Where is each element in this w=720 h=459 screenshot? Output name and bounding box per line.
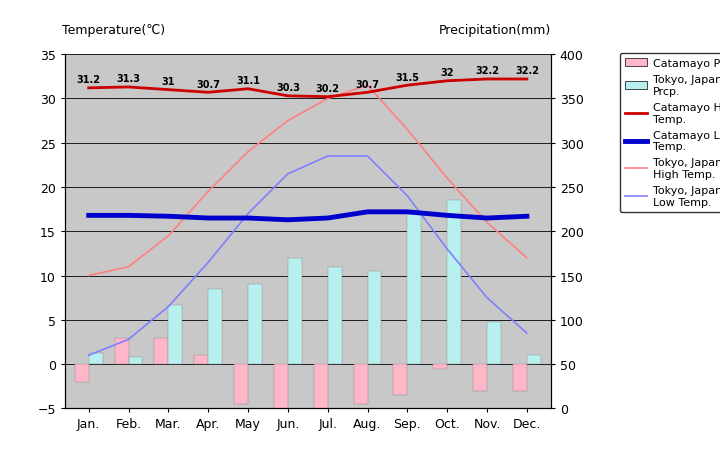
Bar — [168, 305, 182, 364]
Bar — [473, 364, 487, 391]
Bar — [194, 355, 208, 364]
Text: 32.2: 32.2 — [475, 66, 499, 76]
Bar — [288, 258, 302, 364]
Legend: Catamayo Prcp., Tokyo, Japan
Prcp., Catamayo High
Temp., Catamayo Low
Temp., Tok: Catamayo Prcp., Tokyo, Japan Prcp., Cata… — [619, 54, 720, 213]
Text: 30.3: 30.3 — [276, 83, 300, 93]
Bar — [75, 364, 89, 382]
Bar — [393, 364, 408, 395]
Bar — [234, 364, 248, 404]
Bar — [314, 364, 328, 413]
Bar — [154, 338, 168, 364]
Bar — [433, 364, 447, 369]
Bar — [89, 354, 103, 364]
Text: 30.7: 30.7 — [356, 79, 379, 90]
Bar — [408, 214, 421, 364]
Text: 30.2: 30.2 — [315, 84, 340, 94]
Bar — [447, 201, 462, 364]
Text: 30.7: 30.7 — [197, 79, 220, 90]
Text: Temperature(℃): Temperature(℃) — [63, 24, 166, 37]
Bar — [513, 364, 527, 391]
Text: 31.1: 31.1 — [236, 76, 260, 86]
Text: 32: 32 — [441, 68, 454, 78]
Text: 32.2: 32.2 — [515, 66, 539, 76]
Bar — [114, 338, 129, 364]
Bar — [248, 285, 262, 364]
Bar — [274, 364, 288, 415]
Bar — [129, 357, 143, 364]
Text: Precipitation(mm): Precipitation(mm) — [438, 24, 551, 37]
Bar — [367, 272, 382, 364]
Bar — [354, 364, 367, 404]
Bar — [527, 355, 541, 364]
Bar — [487, 322, 501, 364]
Text: 31.2: 31.2 — [77, 75, 101, 85]
Text: 31.3: 31.3 — [117, 74, 140, 84]
Bar — [208, 289, 222, 364]
Bar — [328, 267, 342, 364]
Text: 31: 31 — [161, 77, 175, 87]
Text: 31.5: 31.5 — [395, 73, 419, 83]
